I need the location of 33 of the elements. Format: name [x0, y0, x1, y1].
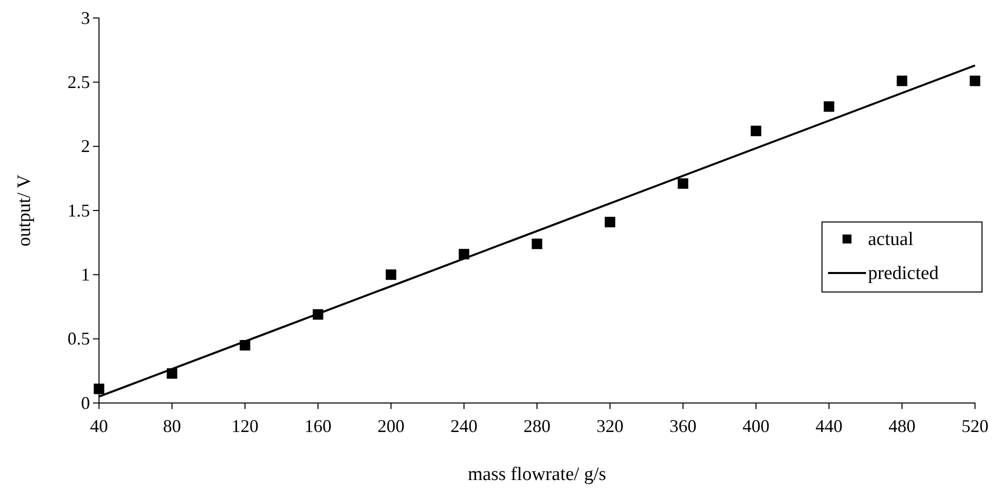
legend-label: actual: [868, 229, 914, 250]
y-tick-label: 3: [81, 8, 90, 28]
x-tick-label: 160: [304, 416, 332, 436]
point: [750, 126, 762, 136]
point: [678, 178, 688, 189]
point: [604, 216, 616, 228]
x-tick-label: 120: [232, 416, 258, 436]
point: [970, 76, 980, 86]
y-tick-label: 2.5: [68, 72, 90, 92]
x-tick-label: 360: [670, 416, 696, 436]
x-tick-label: 200: [378, 416, 404, 436]
x-tick-label: 400: [742, 416, 770, 436]
y-tick-label: 1: [81, 264, 90, 284]
point: [94, 384, 104, 394]
x-tick-label: 280: [524, 416, 550, 436]
legend-label: predicted: [868, 263, 940, 284]
y-axis-title: output/ V: [14, 174, 35, 246]
y-tick-label: 2: [81, 136, 90, 156]
x-tick-label: 240: [450, 416, 478, 436]
x-tick-label: 320: [596, 416, 624, 436]
x-tick-label: 80: [163, 416, 181, 436]
x-tick-label: 520: [962, 416, 988, 436]
y-tick-label: 1.5: [68, 200, 90, 220]
x-axis-title: mass flowrate/ g/s: [468, 464, 606, 485]
point: [386, 269, 396, 280]
x-tick-label: 440: [816, 416, 842, 436]
point: [532, 238, 542, 250]
x-tick-label: 40: [90, 416, 108, 436]
x-tick-label: 480: [888, 416, 916, 436]
y-tick-label: 0: [81, 392, 90, 413]
y-tick-label: 0.5: [68, 328, 90, 349]
point: [896, 76, 908, 86]
point: [824, 101, 834, 112]
